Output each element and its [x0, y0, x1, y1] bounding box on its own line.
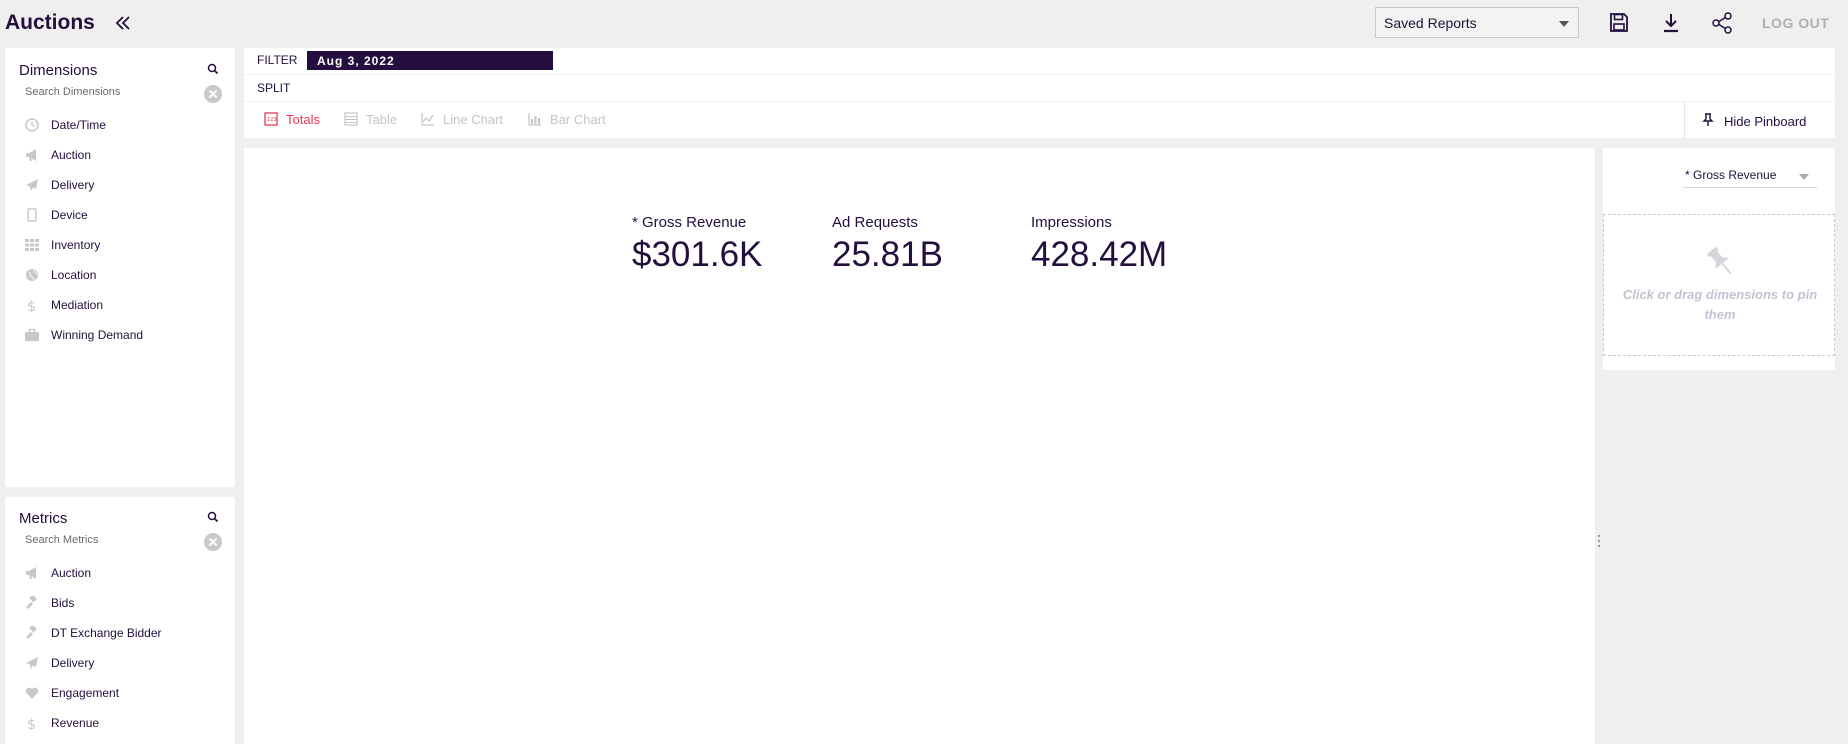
- clear-search-icon[interactable]: [204, 85, 222, 103]
- hide-pinboard-button[interactable]: Hide Pinboard: [1684, 102, 1838, 138]
- search-icon[interactable]: [206, 510, 220, 524]
- save-icon[interactable]: [1607, 11, 1631, 35]
- metric-item-delivery[interactable]: Delivery: [23, 653, 223, 673]
- collapse-sidebar-icon[interactable]: [112, 12, 134, 34]
- dimension-item-label: Location: [51, 268, 97, 282]
- split-bar[interactable]: SPLIT: [244, 75, 1835, 101]
- pin-icon: [1702, 113, 1714, 127]
- pin-icon: [1704, 245, 1738, 279]
- page-title: Auctions: [5, 11, 95, 34]
- total-value: 428.42M: [1031, 235, 1168, 274]
- clear-search-icon[interactable]: [204, 533, 222, 551]
- logout-button[interactable]: LOG OUT: [1762, 15, 1830, 31]
- filter-pill-date[interactable]: Aug 3, 2022: [307, 51, 553, 70]
- pinboard-sort-select[interactable]: * Gross Revenue: [1683, 166, 1817, 188]
- saved-reports-select[interactable]: Saved Reports: [1375, 7, 1579, 38]
- line-chart-icon: [421, 112, 435, 126]
- metric-item-label: Bids: [51, 596, 75, 610]
- dimension-item-inventory[interactable]: Inventory: [23, 235, 223, 255]
- tab-label: Table: [366, 112, 398, 127]
- dimension-item-mediation[interactable]: $ Mediation: [23, 295, 223, 315]
- totals-icon: 123: [264, 112, 278, 126]
- metrics-search-input[interactable]: [25, 534, 205, 546]
- metrics-panel: Metrics Auction Bids DT Exchange Bidder …: [5, 497, 235, 744]
- panel-resize-handle[interactable]: [1598, 535, 1601, 551]
- dimension-item-label: Mediation: [51, 298, 104, 312]
- total-label: * Gross Revenue: [632, 214, 747, 231]
- total-value: $301.6K: [632, 235, 763, 274]
- gavel-icon: [25, 624, 39, 640]
- megaphone-icon: [25, 148, 39, 162]
- filter-label: FILTER: [257, 53, 298, 67]
- chevron-down-icon: [1559, 21, 1569, 27]
- download-icon[interactable]: [1659, 11, 1683, 35]
- pinboard-sort-label: * Gross Revenue: [1685, 168, 1777, 182]
- dimension-item-label: Inventory: [51, 238, 101, 252]
- gavel-icon: [25, 594, 39, 610]
- dollar-icon: $: [25, 716, 39, 733]
- metric-item-label: DT Exchange Bidder: [51, 626, 162, 640]
- briefcase-icon: [25, 328, 39, 342]
- svg-text:123: 123: [267, 117, 277, 123]
- grid-icon: [25, 238, 39, 252]
- visualization-bar: [244, 102, 1835, 138]
- metric-item-label: Engagement: [51, 686, 120, 700]
- saved-reports-label: Saved Reports: [1384, 15, 1477, 31]
- table-icon: [344, 112, 358, 126]
- totals-canvas: [244, 148, 1595, 744]
- pinboard-drop-zone[interactable]: Click or drag dimensions to pin them: [1603, 214, 1835, 356]
- dimension-item-location[interactable]: Location: [23, 265, 223, 285]
- dimension-item-winning-demand[interactable]: Winning Demand: [23, 325, 223, 345]
- metric-item-label: Delivery: [51, 656, 95, 670]
- paper-plane-icon: [25, 178, 39, 192]
- metric-item-label: Revenue: [51, 716, 100, 730]
- dimensions-search-input[interactable]: [25, 86, 205, 98]
- hide-pinboard-label: Hide Pinboard: [1724, 114, 1807, 129]
- svg-text:$: $: [27, 299, 36, 312]
- heart-icon: [25, 686, 39, 700]
- metrics-title: Metrics: [19, 510, 68, 527]
- share-icon[interactable]: [1711, 11, 1735, 35]
- dimension-item-device[interactable]: Device: [23, 205, 223, 225]
- dimension-item-label: Date/Time: [51, 118, 106, 132]
- tab-label: Bar Chart: [550, 112, 606, 127]
- mobile-device-icon: [25, 208, 39, 222]
- dimension-item-delivery[interactable]: Delivery: [23, 175, 223, 195]
- tab-label: Line Chart: [443, 112, 503, 127]
- dollar-icon: $: [25, 298, 39, 315]
- clock-icon: [25, 118, 39, 132]
- total-label: Ad Requests: [832, 214, 918, 231]
- dimension-item-auction[interactable]: Auction: [23, 145, 223, 165]
- dimensions-title: Dimensions: [19, 62, 98, 79]
- dimension-item-label: Delivery: [51, 178, 95, 192]
- dimension-item-label: Auction: [51, 148, 92, 162]
- paper-plane-icon: [25, 656, 39, 670]
- chevron-down-icon: [1799, 174, 1809, 180]
- dimension-item-date-time[interactable]: Date/Time: [23, 115, 223, 135]
- metric-item-auction[interactable]: Auction: [23, 563, 223, 583]
- top-bar: Auctions Saved Reports LOG OUT: [0, 0, 1848, 46]
- dimension-item-label: Device: [51, 208, 88, 222]
- bar-chart-icon: [528, 112, 542, 126]
- metric-item-revenue[interactable]: $ Revenue: [23, 713, 223, 733]
- megaphone-icon: [25, 566, 39, 580]
- total-value: 25.81B: [832, 235, 943, 274]
- metric-item-engagement[interactable]: Engagement: [23, 683, 223, 703]
- metric-item-dt-exchange-bidder[interactable]: DT Exchange Bidder: [23, 623, 223, 643]
- metric-item-bids[interactable]: Bids: [23, 593, 223, 613]
- dimensions-panel: Dimensions Date/Time Auction Delivery De…: [5, 48, 235, 487]
- tab-label: Totals: [286, 112, 320, 127]
- total-ad-requests: Ad Requests 25.81B: [832, 214, 943, 275]
- pinboard-hint: Click or drag dimensions to pin them: [1622, 287, 1818, 322]
- dimension-item-label: Winning Demand: [51, 328, 144, 342]
- total-impressions: Impressions 428.42M: [1031, 214, 1167, 275]
- total-gross-revenue: * Gross Revenue $301.6K: [632, 214, 762, 275]
- svg-text:$: $: [27, 717, 36, 730]
- metric-item-label: Auction: [51, 566, 92, 580]
- pinboard-panel: * Gross Revenue Click or drag dimensions…: [1603, 148, 1835, 370]
- split-label: SPLIT: [257, 81, 291, 95]
- total-label: Impressions: [1031, 214, 1112, 231]
- search-icon[interactable]: [206, 62, 220, 76]
- globe-icon: [25, 268, 39, 282]
